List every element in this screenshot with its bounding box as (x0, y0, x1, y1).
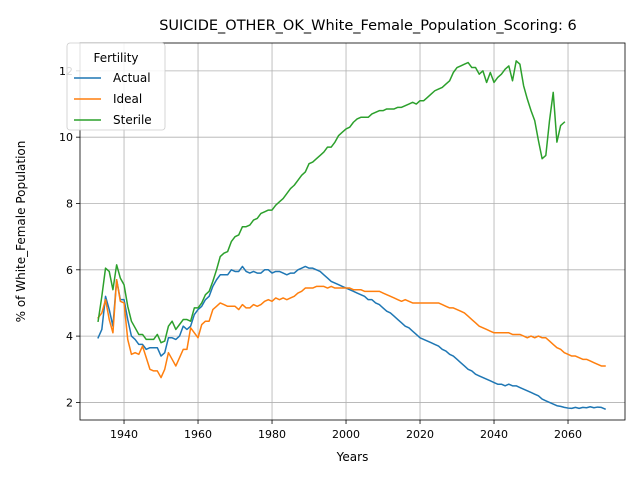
y-tick-label: 2 (66, 396, 73, 409)
grid (80, 43, 625, 420)
series-line-actual (97, 265, 607, 411)
legend-box (66, 42, 166, 131)
x-axis: 1940 1960 1980 2000 2020 2040 2060 (110, 420, 582, 441)
x-tick-label: 2040 (480, 428, 508, 441)
y-tick-label: 8 (66, 197, 73, 210)
x-tick-label: 1960 (184, 428, 212, 441)
legend-title: Fertility (93, 51, 138, 65)
legend-label-actual: Actual (113, 71, 151, 85)
x-tick-label: 2060 (554, 428, 582, 441)
legend-label-sterile: Sterile (113, 113, 152, 127)
plot-series (97, 60, 607, 411)
x-tick-label: 2000 (332, 428, 360, 441)
legend: Fertility Actual Ideal Sterile (66, 42, 166, 131)
y-tick-label: 4 (66, 330, 73, 343)
y-axis-label: % of White_Female Population (14, 141, 28, 323)
y-tick-label: 6 (66, 264, 73, 277)
series-line-sterile (97, 60, 566, 344)
y-tick-label: 10 (59, 131, 73, 144)
plot-frame (79, 42, 626, 421)
x-tick-label: 1940 (110, 428, 138, 441)
x-tick-label: 1980 (258, 428, 286, 441)
x-tick-label: 2020 (406, 428, 434, 441)
legend-label-ideal: Ideal (113, 92, 142, 106)
x-axis-label: Years (336, 450, 369, 464)
series-line-ideal (97, 278, 606, 379)
chart-title: SUICIDE_OTHER_OK_White_Female_Population… (159, 18, 577, 34)
legend-items: Actual Ideal Sterile (74, 71, 152, 127)
